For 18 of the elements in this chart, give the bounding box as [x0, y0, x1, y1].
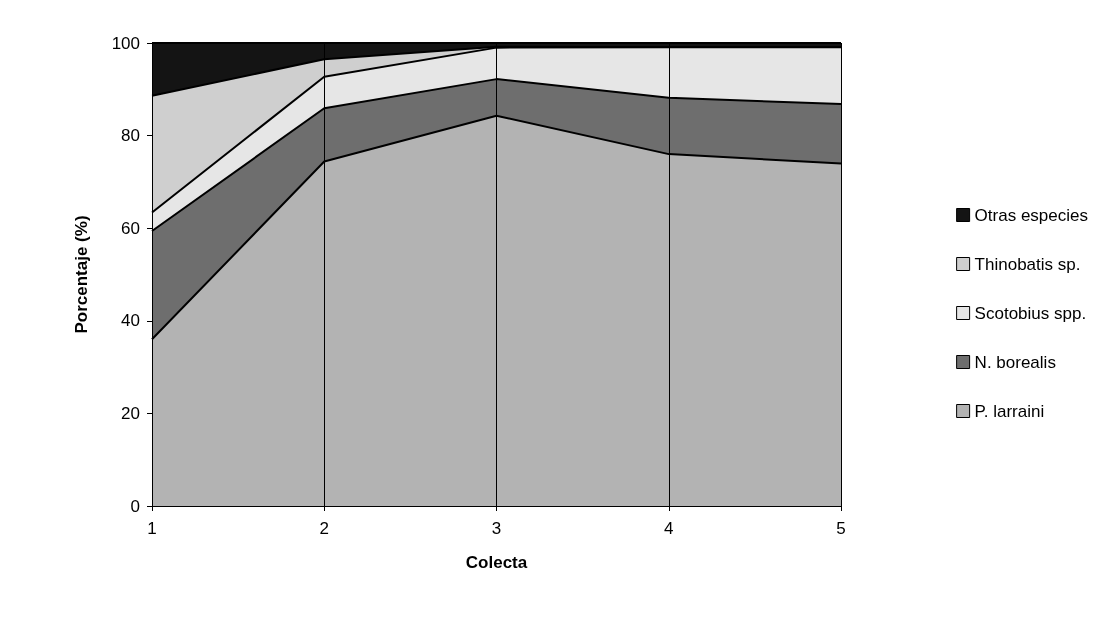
x-tick-label: 4 — [664, 519, 674, 538]
legend-label: P. larraini — [974, 401, 1045, 421]
x-tick-label: 3 — [491, 519, 502, 538]
x-tick-label: 1 — [147, 519, 157, 538]
legend-label: N. borealis — [974, 352, 1056, 372]
y-tick-label: 100 — [111, 33, 140, 53]
y-tick-label: 80 — [121, 126, 140, 146]
y-tick-label: 60 — [121, 218, 140, 238]
x-axis-title: Colecta — [465, 553, 528, 572]
y-tick-label: 40 — [121, 311, 140, 331]
y-tick-label: 20 — [121, 403, 140, 423]
legend-label: Thinobatis sp. — [974, 254, 1081, 274]
y-tick-label: 0 — [130, 496, 140, 516]
x-tick-label: 2 — [319, 519, 329, 538]
legend-label: Otras especies — [974, 205, 1089, 225]
y-axis-title: Porcentaje (%) — [72, 215, 91, 334]
x-tick-label: 5 — [836, 519, 846, 538]
legend-label: Scotobius spp. — [974, 303, 1087, 323]
